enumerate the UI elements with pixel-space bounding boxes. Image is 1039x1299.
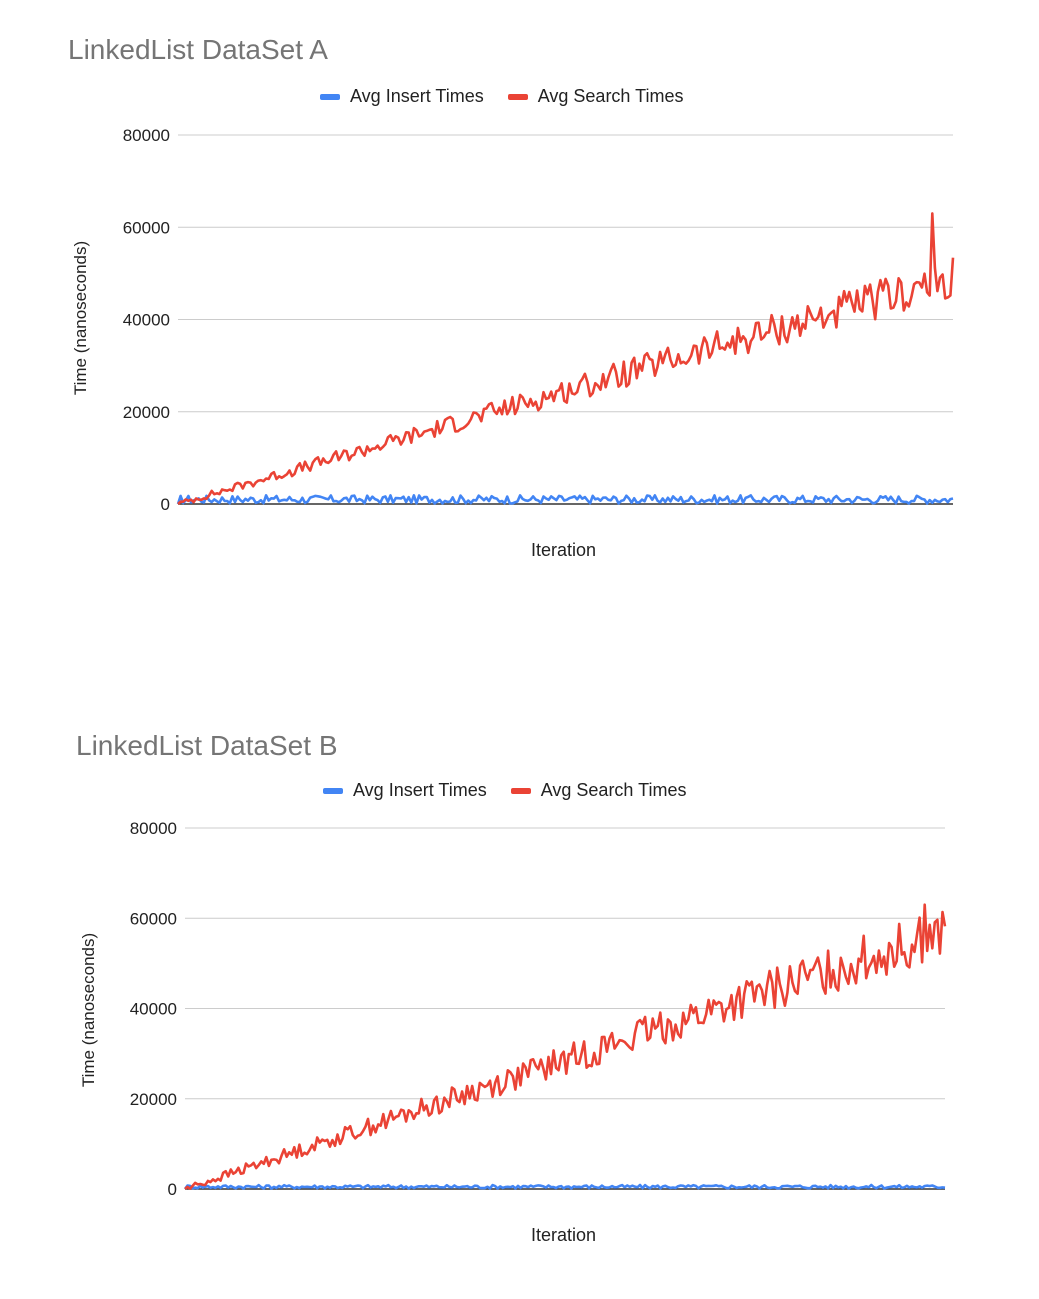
- legend-swatch-blue: [320, 93, 340, 100]
- legend-swatch-red: [507, 93, 528, 100]
- legend-swatch-blue: [323, 787, 343, 794]
- legend-item-search: Avg Search Times: [510, 780, 687, 801]
- y-tick-label: 0: [168, 1180, 177, 1199]
- series-line-insert: [183, 1183, 946, 1190]
- y-axis-label: Time (nanoseconds): [79, 932, 98, 1088]
- y-axis-label: Time (nanoseconds): [71, 240, 90, 396]
- y-tick-label: 60000: [130, 909, 177, 928]
- legend-label-insert: Avg Insert Times: [353, 780, 487, 800]
- y-tick-label: 80000: [123, 126, 170, 145]
- chart-linkedlist-a: 0 20000 40000 60000 80000 LinkedList DataSet…: [0, 0, 1039, 620]
- legend-item-insert: Avg Insert Times: [320, 86, 484, 107]
- legend-label-search: Avg Search Times: [537, 86, 684, 106]
- series-line-search: [177, 212, 955, 505]
- y-tick-label: 0: [161, 495, 170, 514]
- y-tick-label: 40000: [123, 311, 170, 330]
- y-tick-label: 40000: [130, 1000, 177, 1019]
- series-line-insert: [176, 493, 954, 505]
- chart-b-plot: 0 20000 40000 60000 80000: [130, 819, 947, 1199]
- legend: Avg Insert Times Avg Search Times: [323, 780, 686, 801]
- legend: Avg Insert Times Avg Search Times: [320, 86, 683, 107]
- chart-a-plot: 0 20000 40000 60000 80000: [123, 126, 955, 514]
- legend-item-insert: Avg Insert Times: [323, 780, 487, 801]
- y-tick-label: 60000: [123, 218, 170, 237]
- legend-swatch-red: [510, 787, 531, 794]
- chart-title: LinkedList DataSet A: [68, 34, 328, 65]
- x-axis-label: Iteration: [531, 540, 597, 560]
- y-tick-label: 20000: [123, 403, 170, 422]
- y-tick-label: 80000: [130, 819, 177, 838]
- legend-label-insert: Avg Insert Times: [350, 86, 484, 106]
- legend-item-search: Avg Search Times: [507, 86, 684, 107]
- y-tick-label: 20000: [130, 1090, 177, 1109]
- chart-linkedlist-b: 0 20000 40000 60000 80000 LinkedList DataSet…: [0, 700, 1039, 1260]
- x-axis-label: Iteration: [531, 1225, 597, 1245]
- legend-label-search: Avg Search Times: [540, 780, 687, 800]
- series-line-search: [184, 903, 947, 1191]
- chart-title: LinkedList DataSet B: [76, 730, 338, 761]
